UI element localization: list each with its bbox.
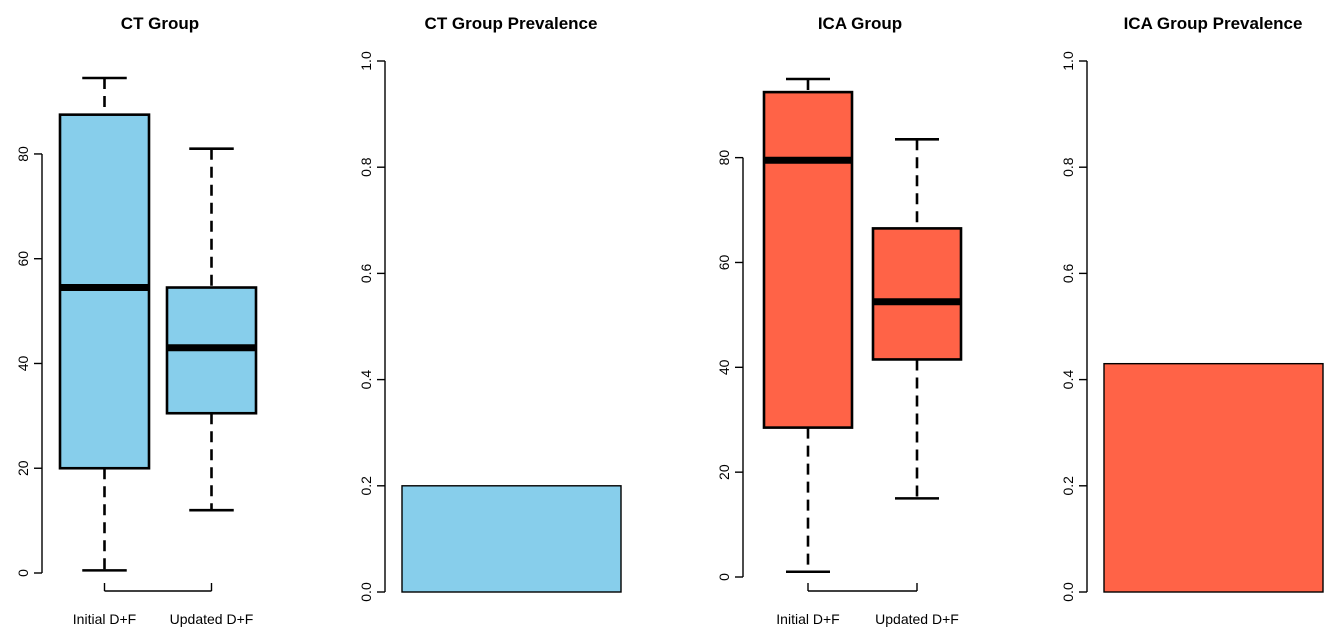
plot-area: [401, 485, 622, 593]
y-tick-label: 0: [716, 573, 732, 581]
y-axis: 0.0 0.2 0.4 0.6 0.8 1.0: [358, 51, 386, 602]
y-tick-label: 80: [15, 146, 31, 162]
y-tick-label: 0.2: [358, 476, 374, 496]
box-1: [762, 77, 854, 574]
iqr-box: [762, 90, 854, 429]
panel-title: CT Group Prevalence: [425, 14, 598, 33]
x-tick-label: Updated D+F: [875, 611, 959, 627]
y-axis: 0 20 40 60 80: [716, 150, 744, 581]
panel-ica-group: ICA Group 0 20 40 60 80 Initial D+F Updated D…: [716, 14, 963, 627]
plot-area: [1103, 362, 1324, 593]
panel-ica-prevalence: ICA Group Prevalence 0.0 0.2 0.4 0.6 0.8 1.0: [1060, 14, 1324, 602]
box-2: [871, 137, 963, 500]
y-tick-label: 0: [15, 569, 31, 577]
y-tick-label: 20: [15, 460, 31, 476]
y-tick-label: 80: [716, 150, 732, 166]
panel-ct-prevalence: CT Group Prevalence 0.0 0.2 0.4 0.6 0.8 1.0: [358, 14, 622, 602]
x-tick-label: Updated D+F: [170, 611, 254, 627]
bar: [401, 485, 622, 593]
y-tick-label: 60: [15, 251, 31, 267]
y-tick-label: 20: [716, 464, 732, 480]
plot-area: [762, 77, 963, 574]
x-tick-label: Initial D+F: [73, 611, 136, 627]
y-tick-label: 0.6: [358, 263, 374, 283]
y-tick-label: 0.0: [358, 582, 374, 602]
panel-title: ICA Group Prevalence: [1124, 14, 1303, 33]
panel-ct-group: CT Group 0 20 40 60 80 Initial D+F Updated D+…: [15, 14, 258, 627]
box-1: [58, 76, 151, 572]
y-tick-label: 0.4: [1060, 370, 1076, 390]
x-tick-label: Initial D+F: [776, 611, 839, 627]
y-tick-label: 40: [15, 355, 31, 371]
y-tick-label: 0.0: [1060, 582, 1076, 602]
y-tick-label: 0.8: [358, 157, 374, 177]
x-axis: Initial D+F Updated D+F: [73, 583, 254, 627]
box-2: [165, 147, 258, 512]
y-tick-label: 0.8: [1060, 157, 1076, 177]
y-axis: 0.0 0.2 0.4 0.6 0.8 1.0: [1060, 51, 1088, 602]
panel-title: CT Group: [121, 14, 199, 33]
y-tick-label: 0.2: [1060, 476, 1076, 496]
plot-area: [58, 76, 258, 572]
y-tick-label: 60: [716, 254, 732, 270]
y-tick-label: 1.0: [1060, 51, 1076, 71]
y-tick-label: 0.4: [358, 370, 374, 390]
y-tick-label: 1.0: [358, 51, 374, 71]
y-tick-label: 0.6: [1060, 263, 1076, 283]
bar: [1103, 362, 1324, 593]
iqr-box: [871, 227, 963, 361]
x-axis: Initial D+F Updated D+F: [776, 583, 959, 627]
iqr-box: [58, 113, 151, 470]
y-tick-label: 40: [716, 359, 732, 375]
panel-title: ICA Group: [818, 14, 902, 33]
y-axis: 0 20 40 60 80: [15, 146, 43, 577]
